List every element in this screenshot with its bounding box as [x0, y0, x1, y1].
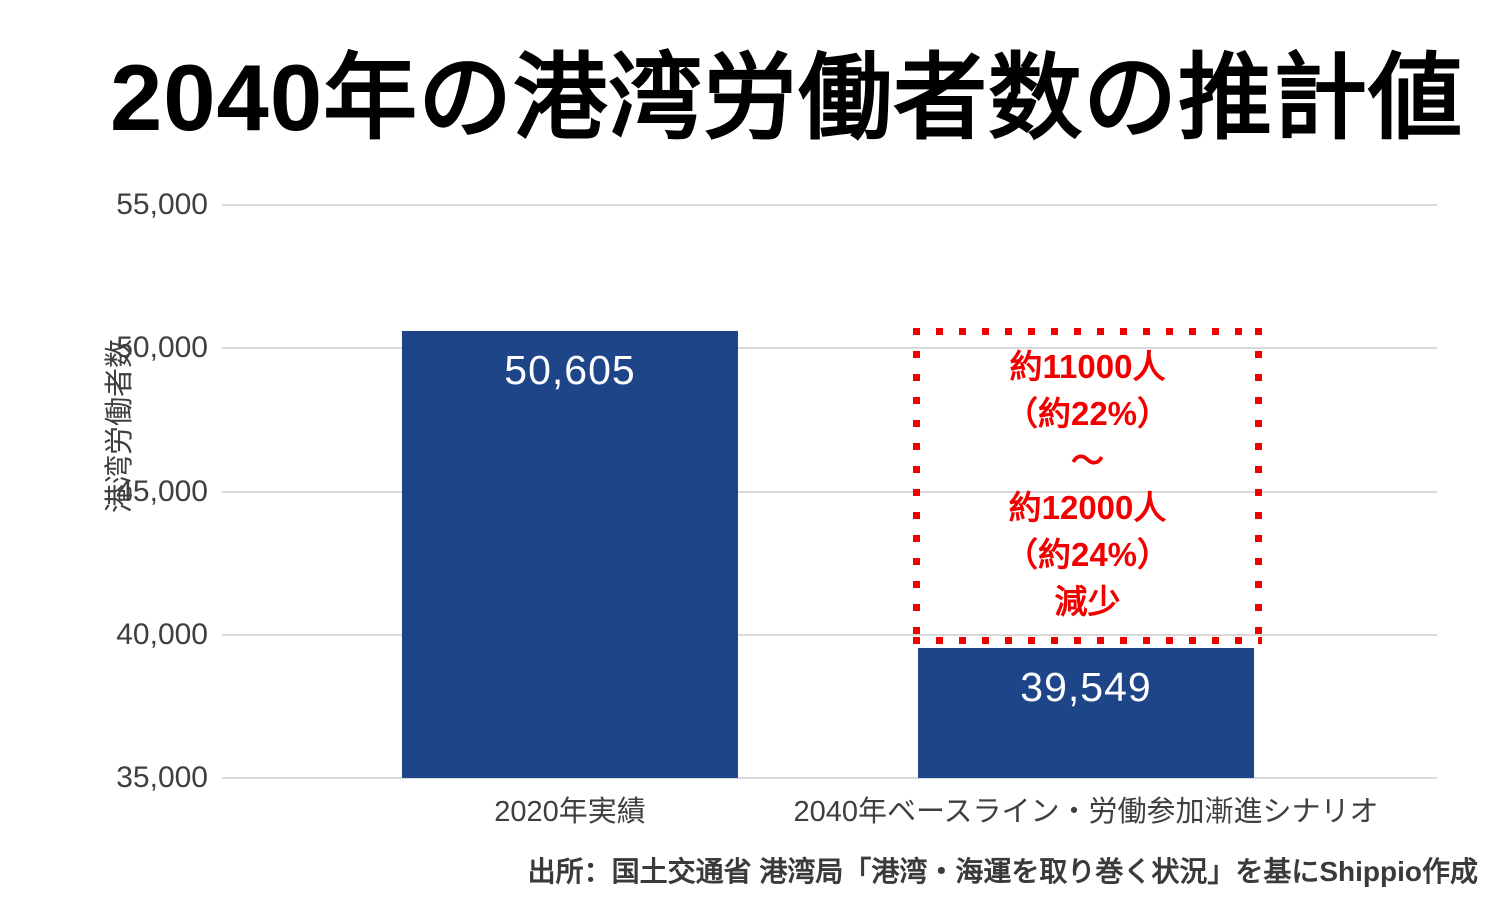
annotation-line: 約12000人 [1008, 489, 1167, 526]
y-axis-tick-labels: 55,000 50,000 45,000 40,000 35,000 [0, 188, 208, 794]
y-tick-label: 40,000 [116, 617, 208, 651]
gridline [222, 490, 1437, 493]
bar-value-label: 39,549 [1020, 663, 1152, 710]
gridline [222, 347, 1437, 350]
chart-title: 2040年の港湾労働者数の推計値 [110, 45, 1464, 150]
annotation-line: （約22%） [1004, 395, 1171, 432]
source-note: 出所：国土交通省 港湾局「港湾・海運を取り巻く状況」を基にShippio作成 [527, 856, 1478, 887]
annotation-box: 約11000人 （約22%） ～ 約12000人 （約24%） 減少 [913, 328, 1262, 644]
bar-value-label: 50,605 [504, 346, 636, 393]
gridline [222, 777, 1437, 779]
plot-area: 50,605 39,549 約11000人 （約22%） ～ 約12000人 （約24%）… [222, 204, 1437, 779]
gridline [222, 204, 1437, 206]
annotation-line: ～ [1071, 442, 1104, 479]
bar: 50,605 [402, 330, 738, 778]
y-tick-label: 55,000 [116, 188, 208, 221]
x-category-label: 2020年実績 [494, 796, 646, 828]
x-category-label: 2040年ベースライン・労働参加漸進シナリオ [793, 796, 1379, 828]
y-tick-label: 35,000 [116, 761, 208, 794]
y-tick-label: 50,000 [116, 331, 208, 365]
x-axis-category-labels: 2020年実績 2040年ベースライン・労働参加漸進シナリオ [222, 788, 1437, 828]
bar: 39,549 [918, 647, 1254, 778]
annotation-line: （約24%） [1004, 536, 1171, 573]
annotation-line: 約11000人 [1009, 348, 1166, 385]
annotation-line: 減少 [1054, 583, 1121, 620]
y-tick-label: 45,000 [116, 474, 208, 508]
gridline [222, 633, 1437, 636]
